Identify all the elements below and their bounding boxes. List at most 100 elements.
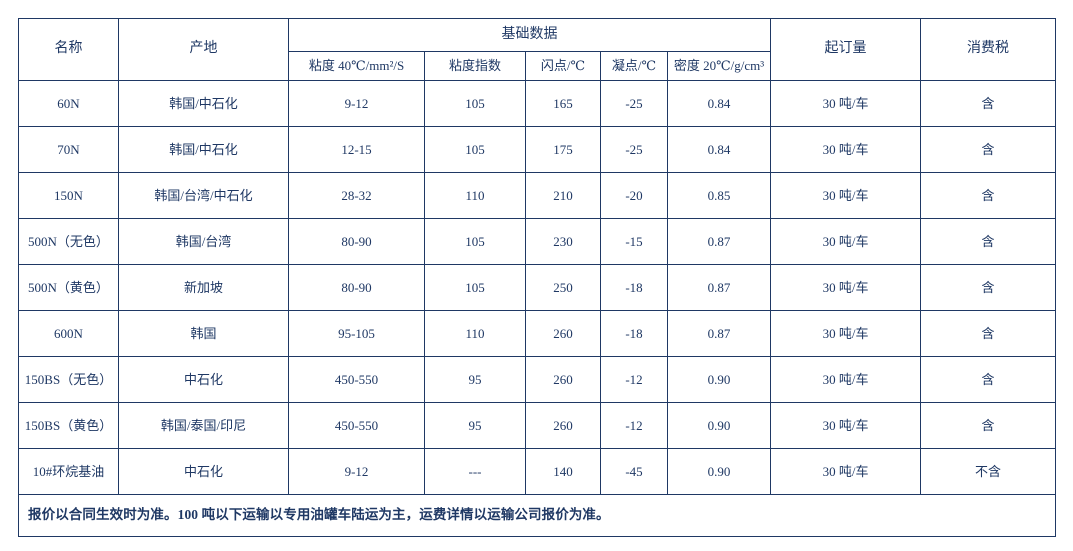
column-header-moq: 起订量 bbox=[770, 18, 922, 81]
cell-oil-name: 10#环烷基油 bbox=[18, 448, 119, 495]
cell-viscosity: 450-550 bbox=[288, 402, 425, 449]
cell-density: 0.84 bbox=[666, 126, 772, 173]
table-row: 600N 韩国 95-105 110 260 -18 0.87 30 吨/车含 bbox=[18, 310, 1057, 357]
table-row: 10#环烷基油 中石化 9-12 --- 140 -45 0.90 30 吨/车 不含 bbox=[18, 448, 1057, 495]
cell-origin: 韩国/中石化 bbox=[118, 80, 289, 127]
cell-consumption-tax: 含 bbox=[920, 310, 1057, 357]
cell-density: 0.90 bbox=[666, 356, 772, 403]
cell-flash-point: 165 bbox=[525, 80, 601, 127]
cell-density: 0.87 bbox=[666, 218, 772, 265]
cell-minimum-order-quantity: 30 吨/车 bbox=[770, 126, 922, 173]
cell-viscosity: 80-90 bbox=[288, 264, 425, 311]
cell-pour-point: -18 bbox=[600, 310, 668, 357]
cell-pour-point: -20 bbox=[600, 172, 668, 219]
table-row: 500N（无色） 韩国/台湾 80-90 105 230 -15 0.87 30 吨/车含 bbox=[18, 218, 1057, 265]
cell-viscosity: 9-12 bbox=[288, 80, 425, 127]
table-row: 70N 韩国/中石化 12-15 105 175 -25 0.84 30 吨/车含 bbox=[18, 126, 1057, 173]
cell-minimum-order-quantity: 30 吨/车 bbox=[770, 310, 922, 357]
cell-density: 0.87 bbox=[666, 310, 772, 357]
cell-density: 0.85 bbox=[666, 172, 772, 219]
cell-minimum-order-quantity: 30 吨/车 bbox=[770, 264, 922, 311]
cell-minimum-order-quantity: 30 吨/车 bbox=[770, 448, 922, 495]
column-header-density: 密度 20℃/g/cm³ bbox=[666, 51, 772, 81]
column-header-flash-point: 闪点/℃ bbox=[525, 51, 601, 81]
cell-flash-point: 260 bbox=[525, 310, 601, 357]
cell-density: 0.87 bbox=[666, 264, 772, 311]
cell-flash-point: 260 bbox=[525, 402, 601, 449]
cell-pour-point: -25 bbox=[600, 126, 668, 173]
cell-viscosity: 80-90 bbox=[288, 218, 425, 265]
table-row: 60N 韩国/中石化 9-12 105 165 -25 0.84 30 吨/车含 bbox=[18, 80, 1057, 127]
cell-viscosity-index: 95 bbox=[424, 402, 526, 449]
footer-note: 报价以合同生效时为准。100 吨以下运输以专用油罐车陆运为主，运费详情以运输公司… bbox=[17, 494, 1057, 537]
cell-origin: 中石化 bbox=[118, 448, 289, 495]
cell-viscosity-index: 105 bbox=[424, 218, 526, 265]
column-header-viscosity-index: 粘度指数 bbox=[424, 51, 526, 81]
cell-origin: 韩国 bbox=[118, 310, 289, 357]
cell-oil-name: 60N bbox=[18, 80, 119, 127]
cell-oil-name: 150BS（黄色） bbox=[18, 402, 119, 449]
cell-viscosity-index: 105 bbox=[424, 80, 526, 127]
cell-consumption-tax: 含 bbox=[920, 126, 1057, 173]
cell-flash-point: 210 bbox=[525, 172, 601, 219]
cell-viscosity-index: 110 bbox=[424, 172, 526, 219]
table-footer: 报价以合同生效时为准。100 吨以下运输以专用油罐车陆运为主，运费详情以运输公司… bbox=[17, 494, 1057, 537]
cell-oil-name: 500N（黄色） bbox=[18, 264, 119, 311]
cell-viscosity-index: 95 bbox=[424, 356, 526, 403]
cell-consumption-tax: 含 bbox=[920, 264, 1057, 311]
cell-flash-point: 175 bbox=[525, 126, 601, 173]
cell-consumption-tax: 含 bbox=[920, 172, 1057, 219]
cell-flash-point: 260 bbox=[525, 356, 601, 403]
cell-minimum-order-quantity: 30 吨/车 bbox=[770, 402, 922, 449]
cell-density: 0.84 bbox=[666, 80, 772, 127]
table-row: 150BS（黄色） 韩国/泰国/印尼 450-550 95 260 -12 0.90 30 吨… bbox=[18, 402, 1057, 449]
table-row: 500N（黄色） 新加坡 80-90 105 250 -18 0.87 30 吨/车含 bbox=[18, 264, 1057, 311]
cell-density: 0.90 bbox=[666, 402, 772, 449]
footer-note-row: 报价以合同生效时为准。100 吨以下运输以专用油罐车陆运为主，运费详情以运输公司… bbox=[17, 494, 1057, 537]
cell-flash-point: 230 bbox=[525, 218, 601, 265]
cell-viscosity: 12-15 bbox=[288, 126, 425, 173]
cell-oil-name: 70N bbox=[18, 126, 119, 173]
cell-origin: 新加坡 bbox=[118, 264, 289, 311]
cell-viscosity: 9-12 bbox=[288, 448, 425, 495]
cell-viscosity: 28-32 bbox=[288, 172, 425, 219]
column-group-header-basic-data: 基础数据 bbox=[287, 18, 772, 52]
cell-oil-name: 500N（无色） bbox=[18, 218, 119, 265]
cell-origin: 韩国/泰国/印尼 bbox=[118, 402, 289, 449]
cell-consumption-tax: 含 bbox=[920, 218, 1057, 265]
cell-viscosity-index: 105 bbox=[424, 264, 526, 311]
cell-consumption-tax: 含 bbox=[920, 402, 1057, 449]
table-body: 60N 韩国/中石化 9-12 105 165 -25 0.84 30 吨/车含 70N 韩国/中… bbox=[18, 80, 1057, 495]
cell-origin: 韩国/中石化 bbox=[118, 126, 289, 173]
oil-specification-table: 名称 产地 基础数据 起订量 消费税 粘度 40℃/mm²/S 粘度指数 闪点/… bbox=[17, 18, 1057, 537]
cell-flash-point: 250 bbox=[525, 264, 601, 311]
cell-minimum-order-quantity: 30 吨/车 bbox=[770, 80, 922, 127]
cell-viscosity: 95-105 bbox=[288, 310, 425, 357]
table-row: 150N 韩国/台湾/中石化 28-32 110 210 -20 0.85 30 吨/车含 bbox=[18, 172, 1057, 219]
cell-origin: 中石化 bbox=[118, 356, 289, 403]
column-header-origin: 产地 bbox=[118, 18, 289, 81]
cell-oil-name: 600N bbox=[18, 310, 119, 357]
cell-minimum-order-quantity: 30 吨/车 bbox=[770, 218, 922, 265]
cell-pour-point: -12 bbox=[600, 356, 668, 403]
cell-flash-point: 140 bbox=[525, 448, 601, 495]
header-row-top: 名称 产地 基础数据 起订量 消费税 bbox=[18, 18, 1057, 81]
cell-viscosity-index: 105 bbox=[424, 126, 526, 173]
cell-origin: 韩国/台湾/中石化 bbox=[118, 172, 289, 219]
cell-origin: 韩国/台湾 bbox=[118, 218, 289, 265]
cell-pour-point: -15 bbox=[600, 218, 668, 265]
column-header-viscosity: 粘度 40℃/mm²/S bbox=[288, 51, 425, 81]
cell-minimum-order-quantity: 30 吨/车 bbox=[770, 172, 922, 219]
cell-viscosity-index: --- bbox=[424, 448, 526, 495]
cell-consumption-tax: 不含 bbox=[920, 448, 1057, 495]
column-header-pour-point: 凝点/℃ bbox=[600, 51, 668, 81]
cell-oil-name: 150BS（无色） bbox=[18, 356, 119, 403]
header-row-sub: 粘度 40℃/mm²/S 粘度指数 闪点/℃ 凝点/℃ 密度 20℃/g/cm³ bbox=[19, 51, 1056, 81]
column-header-consumption-tax: 消费税 bbox=[920, 18, 1057, 81]
cell-density: 0.90 bbox=[666, 448, 772, 495]
cell-pour-point: -45 bbox=[600, 448, 668, 495]
table-row: 150BS（无色） 中石化 450-550 95 260 -12 0.90 30 吨/车含 bbox=[18, 356, 1057, 403]
cell-viscosity-index: 110 bbox=[424, 310, 526, 357]
cell-consumption-tax: 含 bbox=[920, 80, 1057, 127]
